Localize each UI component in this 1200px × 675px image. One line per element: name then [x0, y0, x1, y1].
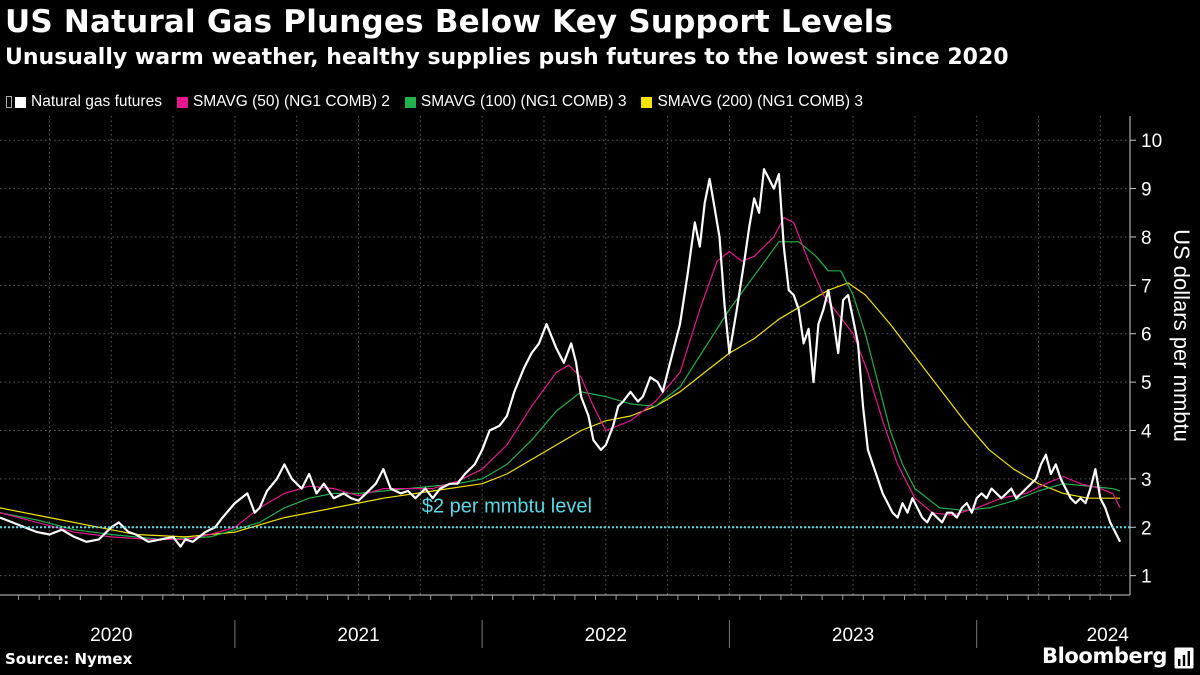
legend-label: Natural gas futures: [31, 93, 162, 110]
series-line-sma50: [0, 217, 1121, 540]
legend-label: SMAVG (100) (NG1 COMB) 3: [420, 93, 627, 110]
legend-label: SMAVG (200) (NG1 COMB) 3: [657, 93, 864, 110]
brand-logo: Bloomberg: [1041, 644, 1167, 668]
y-tick-label: 4: [1141, 421, 1152, 442]
y-tick-label: 7: [1141, 276, 1152, 297]
chart-title: US Natural Gas Plunges Below Key Support…: [5, 4, 894, 40]
series-line-futures: [0, 168, 1122, 548]
chart-subtitle: Unusually warm weather, healthy supplies…: [5, 45, 1009, 70]
legend-item-sma100: SMAVG (100) (NG1 COMB) 3: [404, 93, 627, 111]
legend-item-futures: Natural gas futures: [15, 93, 162, 111]
pin-icon[interactable]: [6, 96, 12, 108]
x-tick-label: 2022: [585, 625, 627, 646]
source-note: Source: Nymex: [5, 650, 133, 668]
y-tick-label: 6: [1141, 325, 1152, 346]
y-axis-label: US dollars per mmbtu: [1169, 229, 1194, 442]
x-tick-label: 2024: [1087, 625, 1130, 646]
y-tick-label: 2: [1141, 518, 1152, 539]
legend-swatch: [641, 96, 653, 108]
legend: Natural gas futures SMAVG (50) (NG1 COMB…: [6, 92, 878, 112]
legend-swatch: [15, 96, 26, 108]
legend-item-sma50: SMAVG (50) (NG1 COMB) 2: [176, 93, 390, 111]
y-tick-label: 5: [1141, 373, 1152, 394]
x-tick-label: 2021: [337, 625, 379, 646]
x-tick-label: 2023: [832, 625, 874, 646]
legend-swatch: [176, 96, 188, 108]
y-tick-label: 10: [1141, 131, 1162, 152]
y-tick-label: 3: [1141, 470, 1152, 491]
x-tick-label: 2020: [90, 625, 132, 646]
y-tick-label: 8: [1141, 228, 1152, 249]
bloomberg-terminal-icon[interactable]: [1174, 647, 1194, 669]
legend-label: SMAVG (50) (NG1 COMB) 2: [192, 93, 390, 110]
legend-item-sma200: SMAVG (200) (NG1 COMB) 3: [641, 93, 863, 111]
support-level-label: $2 per mmbtu level: [422, 495, 592, 517]
series-line-sma100: [0, 241, 1121, 540]
y-tick-label: 1: [1141, 567, 1152, 588]
series-line-sma200: [0, 282, 1121, 538]
y-tick-label: 9: [1141, 180, 1152, 201]
legend-swatch: [404, 96, 416, 108]
